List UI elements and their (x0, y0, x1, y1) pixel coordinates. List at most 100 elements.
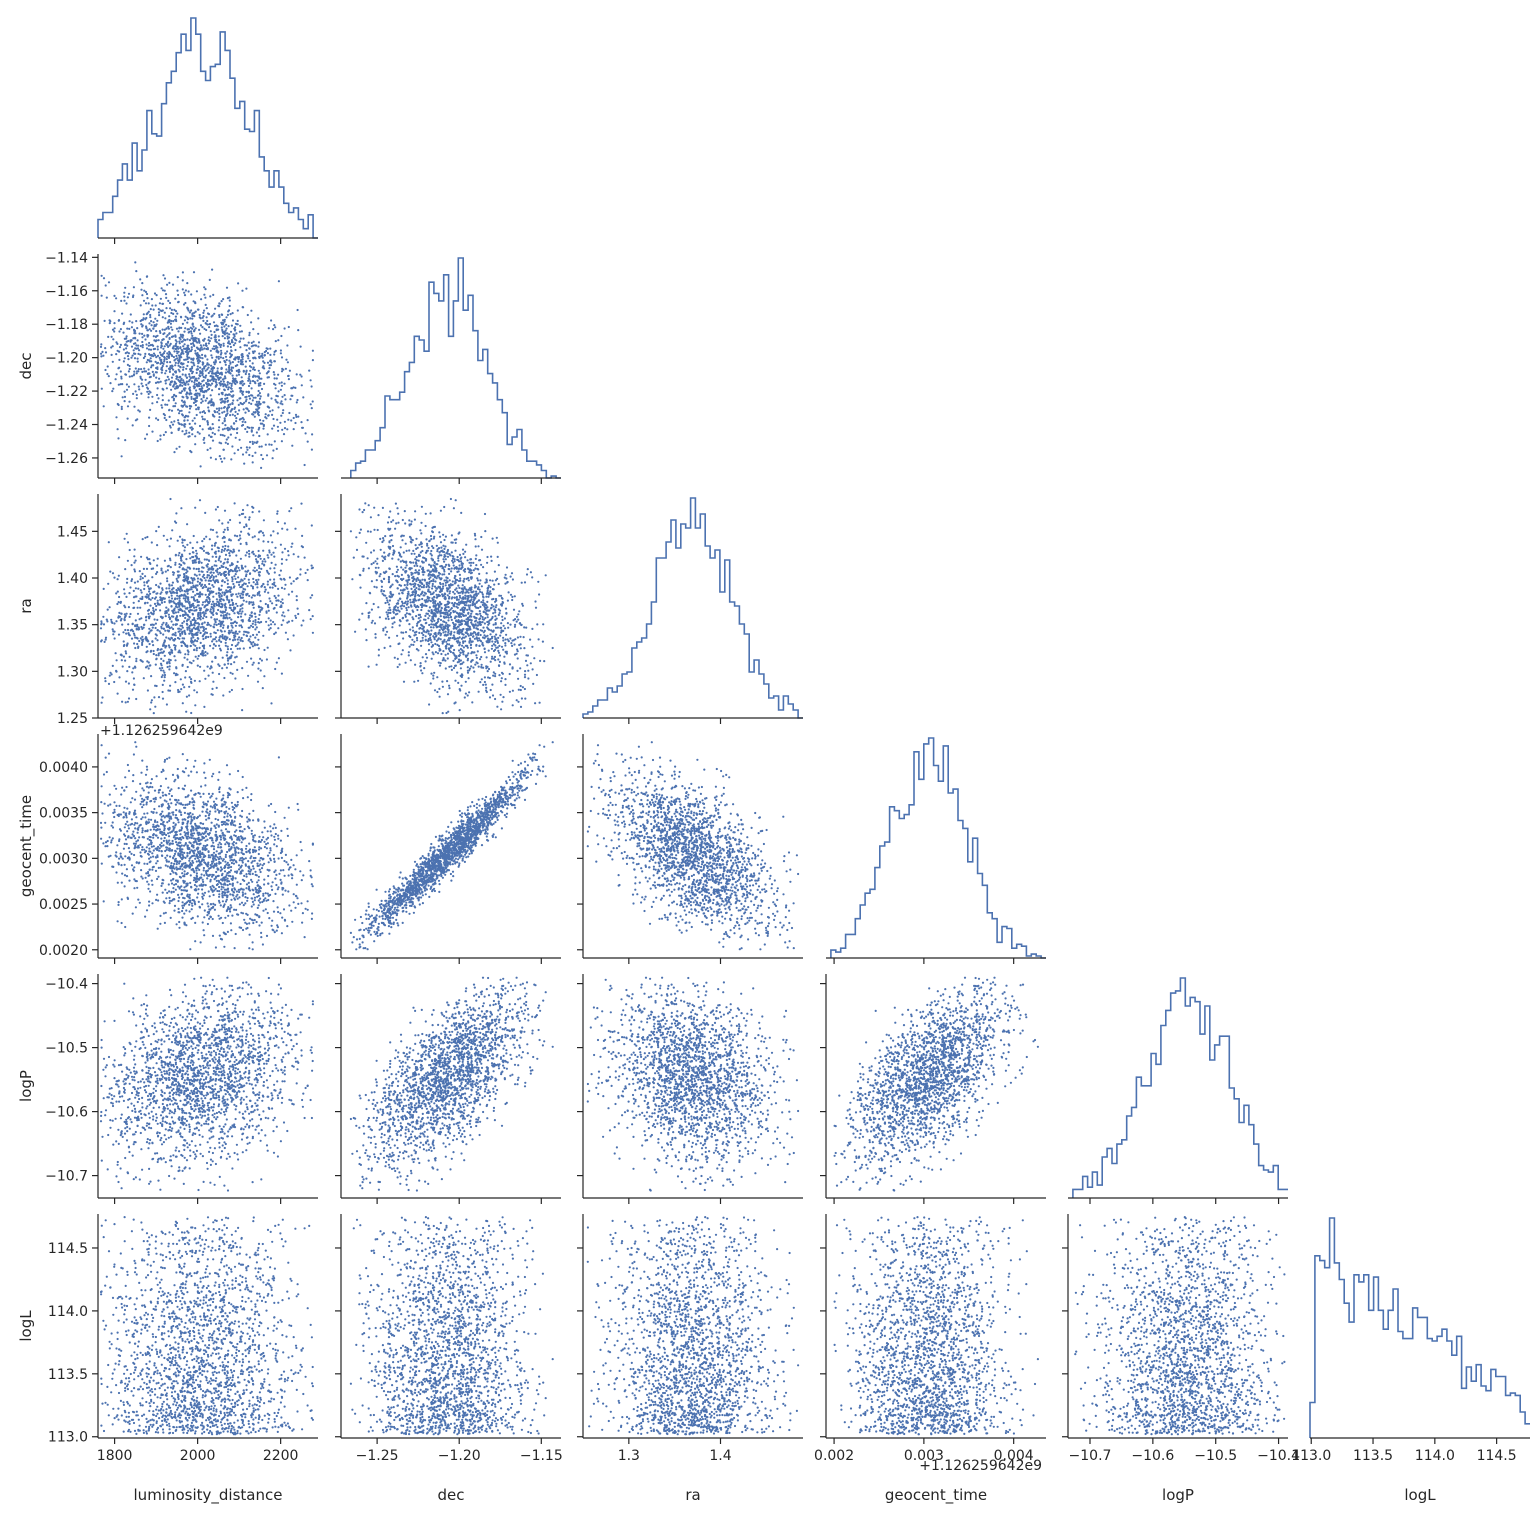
scatter-point (175, 666, 178, 669)
scatter-point (448, 687, 451, 690)
scatter-point (197, 567, 200, 571)
scatter-point (241, 583, 245, 586)
scatter-point (250, 321, 253, 324)
scatter-point (259, 395, 262, 398)
scatter-point (172, 368, 175, 371)
scatter-point (425, 656, 429, 659)
scatter-point (208, 593, 211, 597)
scatter-point (226, 313, 229, 316)
scatter-point (226, 400, 229, 403)
scatter-point (167, 658, 171, 661)
scatter-point (104, 677, 107, 680)
scatter-point (187, 383, 190, 386)
scatter-point (224, 573, 228, 577)
scatter-point (295, 415, 298, 418)
scatter-point (247, 674, 250, 677)
scatter-point (256, 586, 259, 589)
scatter-point (191, 555, 194, 559)
scatter-point (226, 335, 229, 338)
scatter-point (166, 662, 169, 665)
scatter-point (159, 662, 163, 665)
scatter-point (168, 415, 171, 418)
scatter-point (464, 640, 467, 643)
scatter-point (220, 548, 224, 552)
scatter-point (262, 582, 265, 586)
scatter-point (147, 632, 150, 635)
scatter-point (280, 334, 283, 338)
scatter-point (165, 307, 168, 310)
scatter-point (211, 591, 214, 594)
scatter-point (196, 431, 199, 434)
scatter-point (224, 544, 227, 548)
scatter-point (190, 380, 193, 383)
scatter-point (208, 323, 211, 326)
scatter-point (133, 555, 136, 558)
scatter-point (513, 595, 516, 598)
scatter-point (235, 417, 238, 420)
scatter-point (473, 603, 476, 606)
scatter-point (185, 558, 188, 561)
scatter-point (216, 535, 219, 538)
scatter-point (156, 571, 159, 574)
scatter-point (147, 612, 150, 616)
scatter-point (418, 631, 421, 635)
scatter-point (150, 629, 153, 632)
scatter-point (198, 313, 201, 317)
scatter-point (170, 388, 173, 391)
scatter-point (151, 343, 154, 346)
scatter-point (536, 623, 539, 626)
scatter-point (182, 366, 185, 369)
scatter-point (523, 687, 527, 691)
scatter-point (463, 577, 466, 581)
scatter-point (212, 379, 215, 383)
scatter-point (241, 361, 244, 364)
scatter-point (486, 670, 489, 673)
scatter-point (183, 343, 186, 346)
scatter-point (405, 564, 408, 567)
scatter-point (266, 583, 269, 586)
scatter-point (110, 335, 113, 338)
scatter-point (163, 360, 166, 363)
scatter-point (212, 578, 215, 582)
scatter-point (146, 387, 150, 390)
scatter-point (189, 326, 192, 329)
scatter-point (228, 599, 231, 602)
scatter-point (215, 598, 218, 601)
scatter-point (249, 635, 252, 638)
scatter-point (470, 660, 473, 663)
scatter-point (180, 409, 183, 412)
scatter-point (193, 606, 196, 609)
scatter-point (218, 519, 221, 522)
scatter-point (115, 353, 118, 356)
scatter-point (269, 627, 272, 630)
scatter-point (218, 387, 221, 391)
scatter-point (117, 383, 120, 386)
scatter-point (183, 358, 186, 361)
scatter-point (161, 683, 164, 687)
scatter-point (176, 276, 179, 279)
scatter-point (237, 282, 240, 285)
scatter-point (460, 511, 463, 514)
scatter-point (175, 616, 178, 619)
scatter-point (201, 357, 204, 360)
scatter-point (156, 362, 159, 365)
scatter-point (154, 354, 157, 357)
scatter-point (246, 585, 249, 588)
scatter-point (244, 582, 247, 586)
scatter-point (186, 618, 189, 621)
scatter-point (152, 610, 156, 613)
y-tick-label: −1.16 (45, 284, 88, 300)
scatter-point (217, 663, 220, 666)
scatter-point (202, 637, 205, 641)
scatter-point (179, 381, 182, 384)
scatter-point (248, 527, 251, 530)
scatter-point (226, 393, 229, 397)
scatter-point (271, 583, 274, 586)
scatter-point (269, 353, 272, 356)
scatter-point (235, 602, 238, 605)
scatter-point (202, 384, 205, 387)
scatter-point (156, 348, 159, 351)
scatter-point (199, 641, 202, 645)
scatter-point (271, 457, 274, 460)
scatter-point (439, 618, 443, 622)
